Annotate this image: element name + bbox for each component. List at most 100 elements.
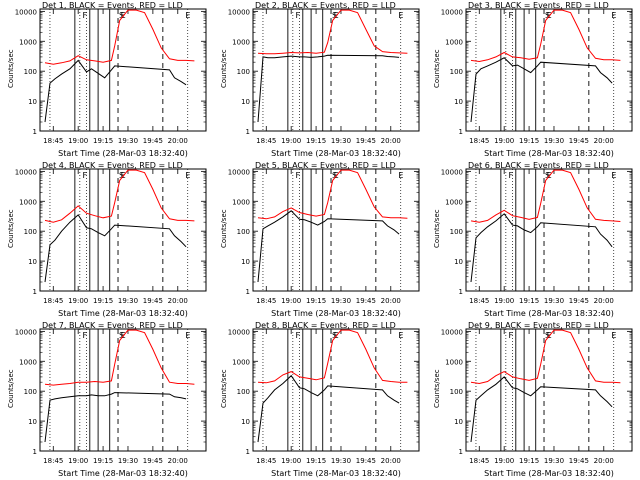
panel-title: Det 6, BLACK = Events, RED = LLD [468,161,609,170]
panel-title: Det 5, BLACK = Events, RED = LLD [255,161,396,170]
x-tick-label: 19:30 [331,297,351,305]
plot-frame [252,168,420,292]
x-tick-label: 20:00 [594,457,614,465]
y-tick-label: 1000 [232,358,250,366]
marker-label: E [398,331,403,340]
x-axis-label: Start Time (28-Mar-03 18:32:40) [271,149,401,158]
y-tick-label: 10000 [228,8,250,16]
y-tick-label: 10000 [15,8,37,16]
y-tick-label: 1000 [232,38,250,46]
plot-frame [465,168,633,292]
x-tick-label: 19:00 [68,457,88,465]
events-series-line [257,210,400,283]
lld-series-line [257,329,408,384]
marker-label: S [119,331,124,340]
panel-title: Det 7, BLACK = Events, RED = LLD [42,321,183,330]
marker-label: E [398,171,403,180]
y-axis-label: Counts/sec [7,49,15,88]
marker-label: E [611,171,616,180]
x-tick-label: 20:00 [594,297,614,305]
detector-panel-6: Det 6, BLACK = Events, RED = LLD Counts/s… [433,161,633,318]
x-tick-label: 18:45 [256,457,276,465]
detector-panel-3: Det 3, BLACK = Events, RED = LLD Counts/s… [433,1,633,158]
y-tick-label: 10 [454,98,463,106]
x-tick-label: 19:45 [143,297,163,305]
marker-label: F [509,11,514,20]
panel-title: Det 2, BLACK = Events, RED = LLD [255,1,396,10]
x-tick-label: 19:15 [93,297,113,305]
x-tick-label: 20:00 [381,297,401,305]
x-tick-label: 19:45 [143,457,163,465]
marker-label: E [185,11,190,20]
x-tick-label: 19:00 [68,297,88,305]
x-axis-label: Start Time (28-Mar-03 18:32:40) [271,469,401,478]
marker-label: F [83,331,88,340]
x-axis-label: Start Time (28-Mar-03 18:32:40) [484,149,614,158]
lld-series-line [44,9,195,65]
x-tick-label: 19:00 [281,457,301,465]
marker-label: E [611,331,616,340]
y-tick-label: 100 [450,228,463,236]
y-tick-label: 100 [24,68,37,76]
marker-label: S [545,11,550,20]
x-tick-label: 20:00 [168,137,188,145]
plot-frame [39,8,207,132]
x-axis-label: Start Time (28-Mar-03 18:32:40) [58,149,188,158]
panel-title: Det 3, BLACK = Events, RED = LLD [468,1,609,10]
y-tick-label: 1 [33,128,37,136]
x-tick-label: 19:15 [93,457,113,465]
x-tick-label: 19:30 [331,457,351,465]
events-series-line [44,392,187,443]
y-tick-label: 10000 [228,168,250,176]
y-tick-label: 1 [246,448,250,456]
x-tick-label: 18:45 [469,137,489,145]
x-tick-label: 20:00 [168,457,188,465]
y-axis-label: Counts/sec [7,369,15,408]
events-series-line [470,376,613,443]
y-axis-label: Counts/sec [220,209,228,248]
x-tick-label: 18:45 [43,297,63,305]
y-tick-label: 100 [24,388,37,396]
y-tick-label: 100 [237,68,250,76]
x-tick-label: 18:45 [469,297,489,305]
x-tick-label: 20:00 [594,137,614,145]
y-tick-label: 10 [28,418,37,426]
detector-panel-4: Det 4, BLACK = Events, RED = LLD Counts/s… [7,161,207,318]
detector-panel-5: Det 5, BLACK = Events, RED = LLD Counts/s… [220,161,420,318]
y-tick-label: 100 [24,228,37,236]
y-tick-label: 100 [450,388,463,396]
x-tick-label: 19:15 [519,297,539,305]
x-tick-label: 19:00 [494,137,514,145]
x-tick-label: 18:45 [256,297,276,305]
y-axis-label: Counts/sec [433,49,441,88]
marker-label: E [611,11,616,20]
y-tick-label: 1 [246,288,250,296]
y-axis-label: Counts/sec [220,49,228,88]
x-tick-label: 19:45 [143,137,163,145]
y-tick-label: 1000 [19,358,37,366]
marker-label: S [545,171,550,180]
x-tick-label: 19:30 [118,137,138,145]
y-tick-label: 1 [459,288,463,296]
events-series-line [257,374,400,443]
y-tick-label: 1 [33,448,37,456]
lld-series-line [470,9,621,63]
events-series-line [44,59,187,123]
y-tick-label: 1000 [19,38,37,46]
detector-panel-1: Det 1, BLACK = Events, RED = LLD Counts/s… [7,1,207,158]
x-tick-label: 19:00 [281,297,301,305]
marker-label: S [545,331,550,340]
y-tick-label: 10 [241,258,250,266]
y-tick-label: 1000 [445,358,463,366]
detector-panel-8: Det 8, BLACK = Events, RED = LLD Counts/s… [220,321,420,478]
y-tick-label: 1 [459,448,463,456]
y-tick-label: 10 [241,98,250,106]
marker-label: S [119,171,124,180]
marker-label: S [332,11,337,20]
y-tick-label: 10 [454,258,463,266]
events-series-line [44,214,187,283]
y-tick-label: 100 [237,388,250,396]
detector-panel-7: Det 7, BLACK = Events, RED = LLD Counts/s… [7,321,207,478]
y-tick-label: 1000 [445,198,463,206]
plot-frame [252,8,420,132]
